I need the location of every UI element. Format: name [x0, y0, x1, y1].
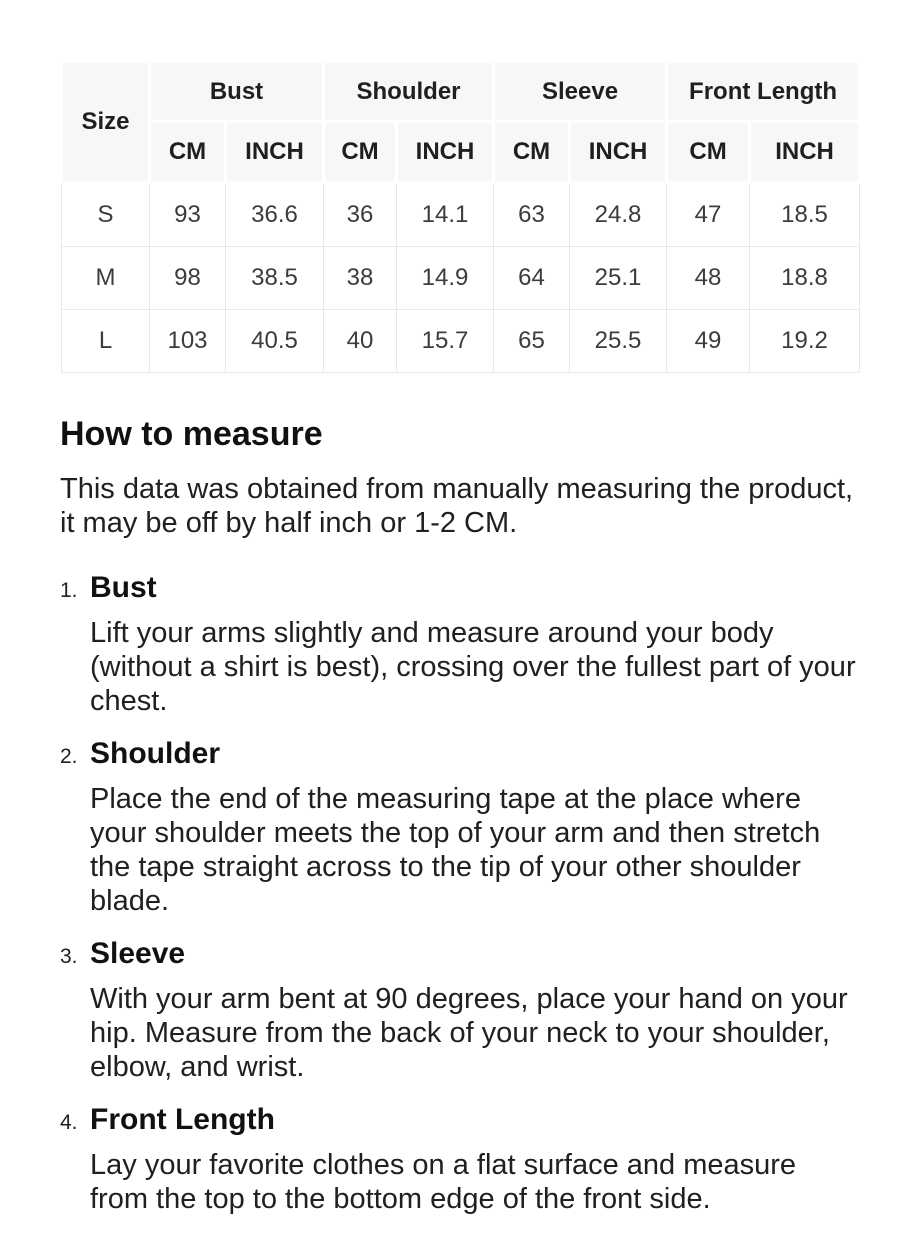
step-description: Lift your arms slightly and measure arou… [90, 617, 856, 717]
measure-step-shoulder: 2. Shoulder Place the end of the measuri… [60, 736, 860, 918]
measurement-cell: 103 [149, 309, 226, 373]
measurement-cell: 25.5 [569, 309, 668, 373]
unit-header-sleeve-cm: CM [492, 120, 572, 184]
group-header-shoulder: Shoulder [321, 60, 496, 123]
table-row-size-s: S 93 36.6 36 14.1 63 24.8 47 18.5 [61, 182, 861, 247]
unit-header-bust-inch: INCH [224, 120, 325, 184]
measurement-cell: 36.6 [225, 182, 324, 247]
measurement-cell: 14.9 [395, 246, 495, 310]
measure-step-bust: 1. Bust Lift your arms slightly and meas… [60, 570, 860, 718]
measurement-cell: 14.1 [395, 182, 495, 247]
group-header-bust: Bust [148, 60, 325, 123]
step-number: 3. [60, 945, 78, 968]
step-term: Front Length [90, 1103, 275, 1136]
step-number: 1. [60, 579, 78, 602]
measurement-cell: 48 [666, 246, 751, 310]
size-chart-header: Size Bust Shoulder Sleeve Front Length C… [60, 60, 862, 184]
measurement-cell: 18.5 [749, 182, 861, 247]
measurement-cell: 65 [493, 309, 571, 373]
group-header-front-length: Front Length [665, 60, 862, 123]
group-header-sleeve: Sleeve [492, 60, 669, 123]
measure-step-front-length: 4. Front Length Lay your favorite clothe… [60, 1102, 860, 1216]
step-term: Bust [90, 571, 157, 604]
measurement-cell: 93 [149, 182, 226, 247]
step-number: 2. [60, 745, 78, 768]
measurement-cell: 40 [323, 309, 397, 373]
measurement-cell: 98 [149, 246, 226, 310]
unit-header-front-length-inch: INCH [748, 120, 862, 184]
measurement-cell: 25.1 [569, 246, 668, 310]
size-chart-table: Size Bust Shoulder Sleeve Front Length C… [60, 60, 862, 373]
measurement-cell: 15.7 [395, 309, 495, 373]
intro-paragraph: This data was obtained from manually mea… [60, 473, 854, 539]
measure-step-sleeve: 3. Sleeve With your arm bent at 90 degre… [60, 936, 860, 1084]
page-title: How to measure [60, 415, 323, 453]
unit-header-shoulder-inch: INCH [394, 120, 496, 184]
measurement-cell: 36 [323, 182, 397, 247]
size-column-header: Size [60, 60, 151, 184]
measurement-cell: 38.5 [225, 246, 324, 310]
size-cell: M [61, 246, 150, 310]
step-description: Place the end of the measuring tape at t… [90, 783, 821, 917]
step-number: 4. [60, 1111, 78, 1134]
measurement-cell: 47 [666, 182, 751, 247]
header-group-row: Size Bust Shoulder Sleeve Front Length [60, 60, 862, 184]
measurement-cell: 19.2 [749, 309, 861, 373]
unit-header-bust-cm: CM [148, 120, 227, 184]
step-term: Shoulder [90, 737, 221, 770]
measure-steps-list: 1. Bust Lift your arms slightly and meas… [60, 570, 860, 1216]
measurement-cell: 64 [493, 246, 571, 310]
measurement-cell: 18.8 [749, 246, 861, 310]
step-description: Lay your favorite clothes on a flat surf… [90, 1149, 797, 1215]
step-term: Sleeve [90, 937, 186, 970]
measurement-cell: 24.8 [569, 182, 668, 247]
size-chart-body: S 93 36.6 36 14.1 63 24.8 47 18.5 M 98 3… [61, 182, 861, 373]
size-cell: L [61, 309, 150, 373]
unit-header-front-length-cm: CM [665, 120, 752, 184]
step-description: With your arm bent at 90 degrees, place … [90, 983, 848, 1083]
header-unit-row: CM INCH CM INCH CM INCH CM INCH [62, 120, 862, 184]
measurement-cell: 49 [666, 309, 751, 373]
table-row-size-l: L 103 40.5 40 15.7 65 25.5 49 19.2 [61, 309, 861, 373]
unit-header-sleeve-inch: INCH [568, 120, 669, 184]
unit-header-shoulder-cm: CM [322, 120, 398, 184]
table-row-size-m: M 98 38.5 38 14.9 64 25.1 48 18.8 [61, 246, 861, 310]
measurement-cell: 38 [323, 246, 397, 310]
measurement-cell: 40.5 [225, 309, 324, 373]
measurement-cell: 63 [493, 182, 571, 247]
size-cell: S [61, 182, 150, 247]
